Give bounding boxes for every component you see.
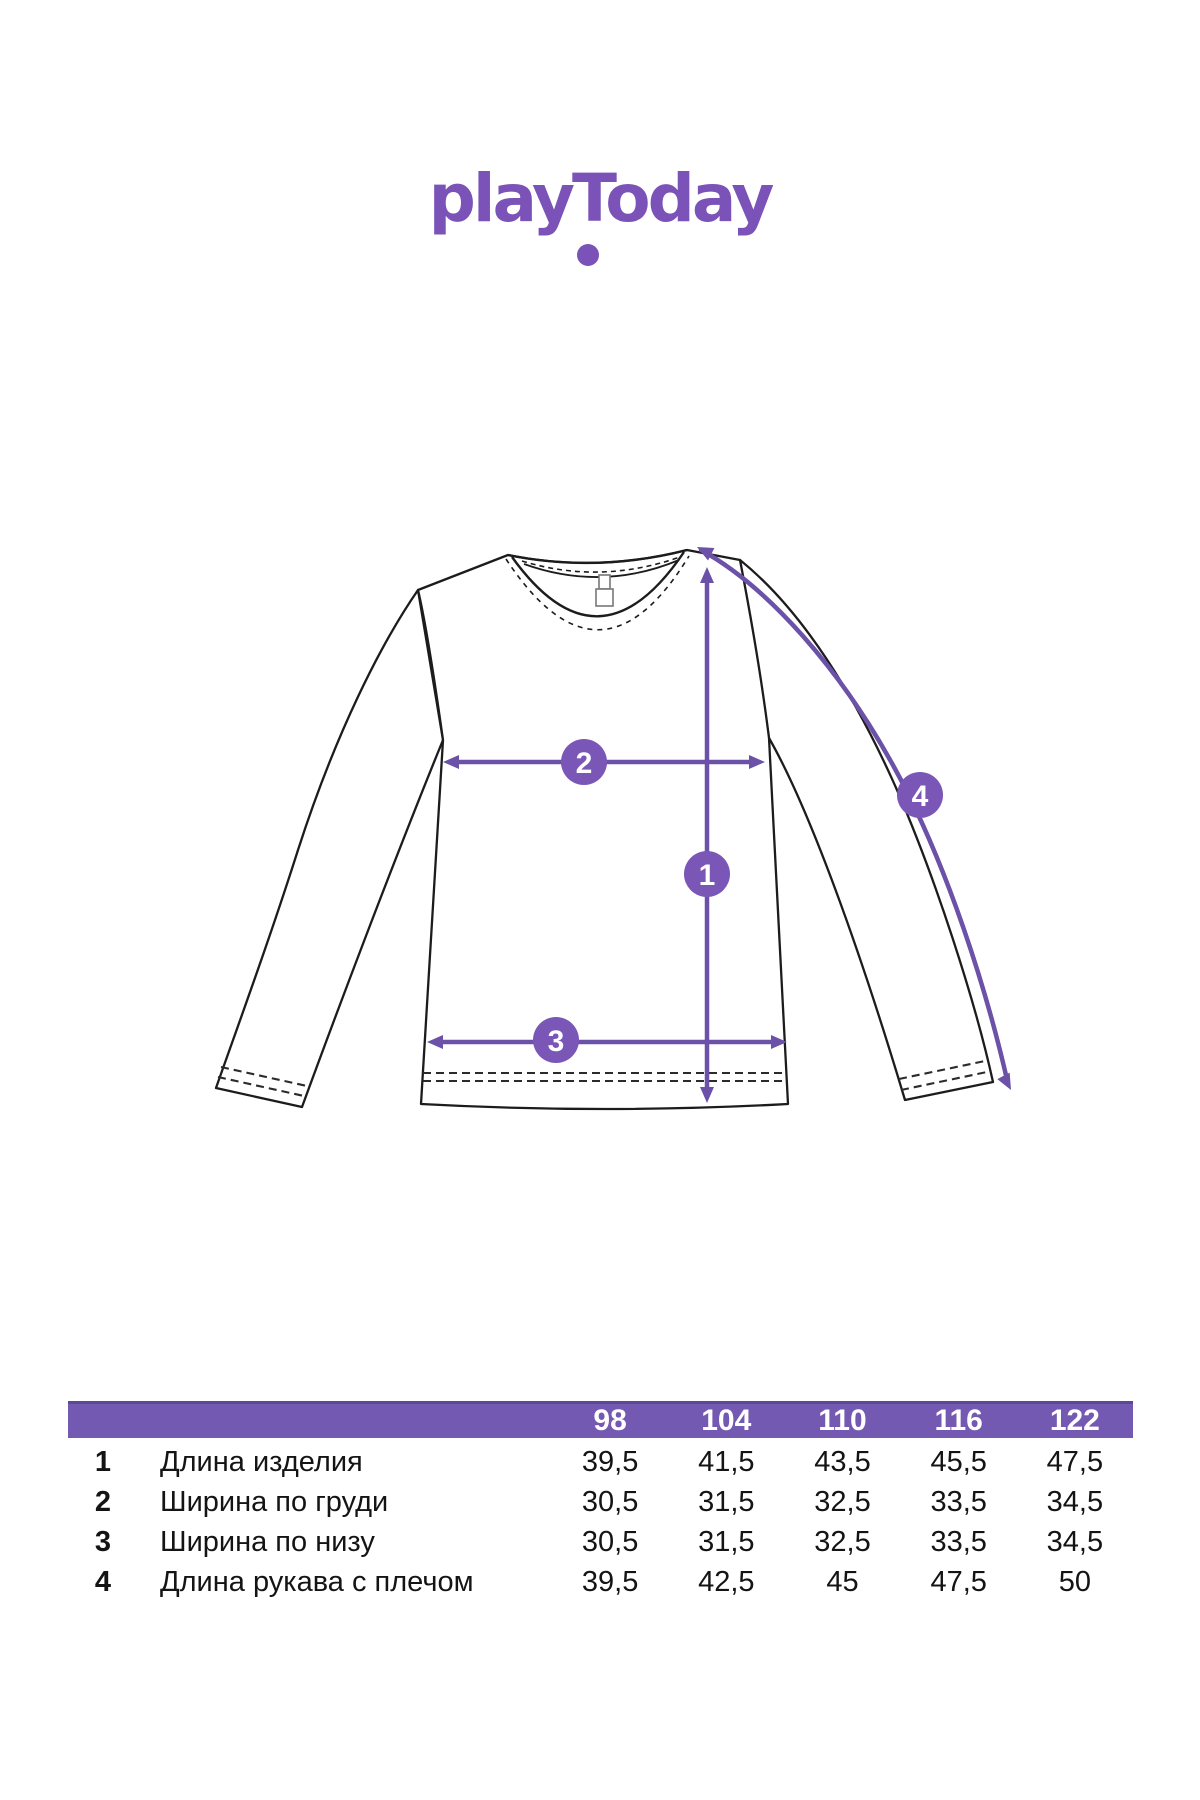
row-value: 33,5 xyxy=(930,1485,987,1518)
stitch-lines xyxy=(217,1059,988,1098)
brand-logo: playToday xyxy=(0,166,1200,232)
row-value: 32,5 xyxy=(814,1525,871,1558)
measure-arrow-4 xyxy=(697,547,1011,1090)
row-value: 34,5 xyxy=(1046,1485,1104,1518)
measurement-badges: 1 2 3 4 xyxy=(533,739,943,1063)
brand-logo-dot-icon xyxy=(577,244,599,266)
row-number: 2 xyxy=(94,1485,112,1518)
size-header: 104 xyxy=(701,1404,752,1437)
measure-arrow-3 xyxy=(427,1035,787,1049)
row-value: 31,5 xyxy=(698,1525,755,1558)
size-table-rows: 1 Длина изделия 39,5 41,5 43,5 45,5 47,5… xyxy=(68,1438,1133,1602)
row-value: 50 xyxy=(1058,1565,1092,1598)
row-label: Ширина по груди xyxy=(160,1485,389,1518)
row-value: 34,5 xyxy=(1046,1525,1104,1558)
row-label: Длина изделия xyxy=(160,1445,363,1478)
size-header: 98 xyxy=(593,1404,627,1437)
size-header: 116 xyxy=(934,1404,983,1437)
row-label: Длина рукава с плечом xyxy=(160,1565,474,1598)
shirt-body xyxy=(416,548,790,1111)
measure-badge-2-label: 2 xyxy=(576,747,593,780)
left-sleeve xyxy=(214,588,445,1109)
row-value: 33,5 xyxy=(930,1525,987,1558)
measure-badge-2 xyxy=(561,739,607,785)
row-value: 47,5 xyxy=(1046,1445,1104,1478)
row-label: Ширина по низу xyxy=(160,1525,375,1558)
collar-zip-pull xyxy=(595,574,614,607)
table-row: 3 Ширина по низу 30,5 31,5 32,5 33,5 34,… xyxy=(68,1522,1133,1562)
size-header: 110 xyxy=(818,1404,867,1437)
row-value: 31,5 xyxy=(698,1485,755,1518)
row-value: 39,5 xyxy=(581,1565,639,1598)
row-number: 1 xyxy=(94,1445,112,1478)
measure-badge-4 xyxy=(897,772,943,818)
row-value: 47,5 xyxy=(930,1565,987,1598)
row-value: 30,5 xyxy=(581,1485,639,1518)
table-row: 4 Длина рукава с плечом 39,5 42,5 45 47,… xyxy=(68,1562,1133,1602)
measure-badge-1-label: 1 xyxy=(699,859,716,892)
table-row: 2 Ширина по груди 30,5 31,5 32,5 33,5 34… xyxy=(68,1482,1133,1522)
brand-logo-text: playToday xyxy=(428,160,775,237)
size-header: 122 xyxy=(1049,1404,1100,1437)
row-number: 3 xyxy=(94,1525,112,1558)
row-value: 42,5 xyxy=(698,1565,755,1598)
row-number: 4 xyxy=(94,1565,112,1598)
table-row: 1 Длина изделия 39,5 41,5 43,5 45,5 47,5 xyxy=(68,1442,1133,1482)
collar-detail xyxy=(505,548,690,631)
row-value: 32,5 xyxy=(814,1485,871,1518)
shirt-outline xyxy=(214,548,995,1111)
row-value: 43,5 xyxy=(814,1445,871,1478)
measure-arrow-1 xyxy=(700,567,714,1103)
row-value: 45,5 xyxy=(930,1445,987,1478)
measure-badge-3-label: 3 xyxy=(548,1025,565,1058)
size-table-header: 98 104 110 116 122 xyxy=(68,1401,1133,1438)
measure-badge-3 xyxy=(533,1017,579,1063)
measure-badge-4-label: 4 xyxy=(912,780,929,813)
row-value: 30,5 xyxy=(581,1525,639,1558)
measure-badge-1 xyxy=(684,851,730,897)
row-value: 45 xyxy=(826,1565,859,1598)
row-value: 41,5 xyxy=(698,1445,755,1478)
row-value: 39,5 xyxy=(581,1445,639,1478)
shirt-measurement-diagram: 1 2 3 4 xyxy=(214,547,1011,1111)
size-table: 98 104 110 116 122 1 Длина изделия 39,5 … xyxy=(68,1401,1133,1602)
